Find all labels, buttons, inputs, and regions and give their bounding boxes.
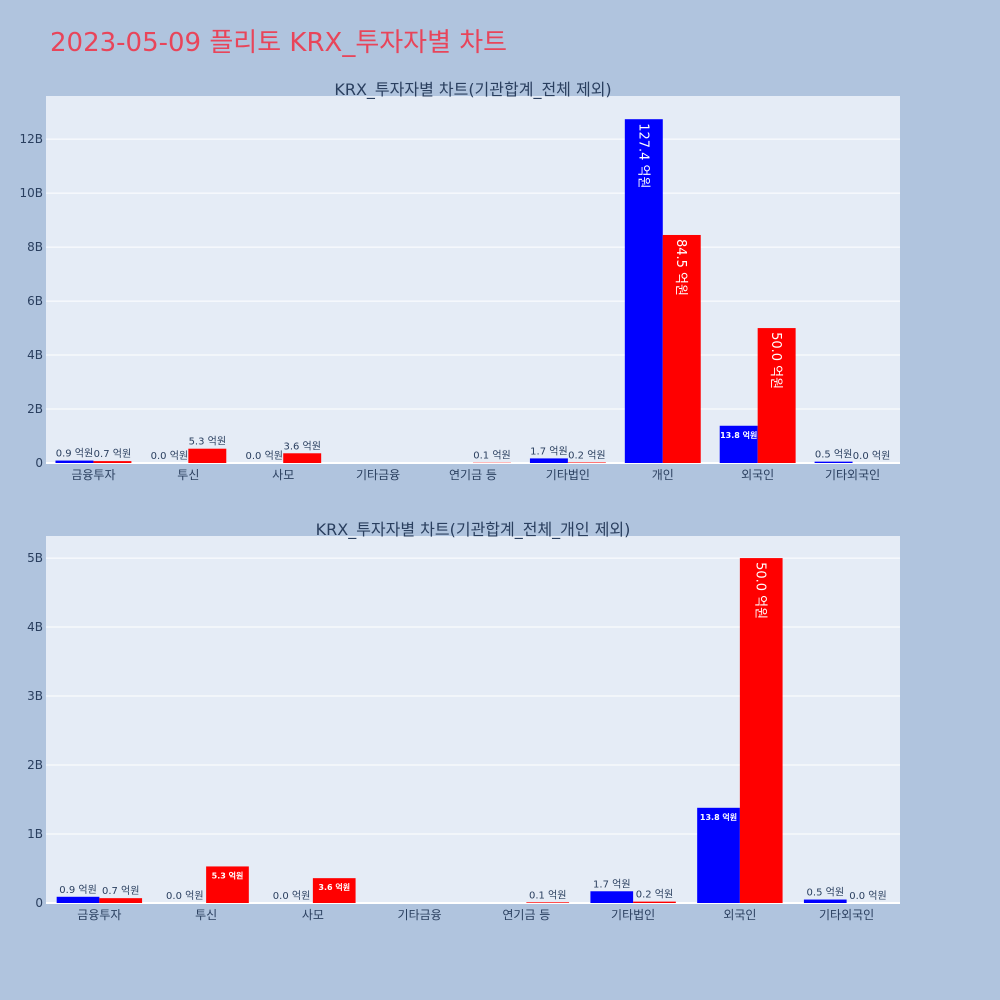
bar[interactable] — [283, 453, 322, 463]
x-tick-label: 기타법인 — [611, 908, 655, 922]
x-tick-label: 기타법인 — [546, 468, 590, 482]
bar-value-label: 5.3 억원 — [212, 870, 244, 880]
x-tick-label: 개인 — [652, 468, 674, 482]
x-tick-label: 투신 — [177, 468, 199, 482]
bar[interactable] — [188, 448, 227, 463]
y-tick-label: 8B — [27, 240, 43, 254]
chart-bottom: KRX_투자자별 차트(기관합계_전체_개인 제외) 0 1B 2B 3B 4B 5B 금융투… — [27, 520, 900, 922]
x-tick-label: 기타금융 — [356, 468, 400, 482]
bar-value-label: 0.0 억원 — [151, 450, 188, 462]
bar[interactable] — [697, 807, 740, 903]
bar[interactable] — [662, 234, 701, 463]
bar-value-label: 0.2 억원 — [636, 889, 673, 901]
bar[interactable] — [206, 866, 249, 903]
bar[interactable] — [814, 461, 853, 463]
bar[interactable] — [719, 425, 758, 463]
chart-top: KRX_투자자별 차트(기관합계_전체 제외) 0 2B 4B 6B 8B 10B 12B 금융… — [19, 80, 900, 482]
bar-value-label: 0.5 억원 — [807, 887, 844, 899]
chart-title: KRX_투자자별 차트(기관합계_전체_개인 제외) — [316, 520, 631, 540]
y-tick-label: 6B — [27, 294, 43, 308]
bar-value-label: 0.1 억원 — [473, 450, 510, 462]
bar-value-label: 50.0 억원 — [753, 562, 768, 619]
x-tick-label: 연기금 등 — [502, 908, 550, 922]
bar[interactable] — [99, 898, 143, 903]
bar-value-label: 50.0 억원 — [768, 332, 783, 389]
x-tick-label: 사모 — [302, 908, 324, 922]
y-tick-label: 2B — [27, 758, 43, 772]
bar-value-label: 0.9 억원 — [56, 448, 93, 460]
bar-value-label: 0.7 억원 — [102, 885, 139, 897]
bar-value-label: 13.8 억원 — [700, 812, 737, 822]
y-tick-label: 4B — [27, 348, 43, 362]
y-tick-label: 2B — [27, 402, 43, 416]
x-tick-label: 기타외국인 — [819, 908, 874, 922]
bar-value-label: 0.0 억원 — [273, 890, 310, 902]
bar-value-label: 0.2 억원 — [568, 449, 605, 461]
bar-value-label: 0.0 억원 — [849, 890, 886, 902]
bar[interactable] — [56, 896, 100, 903]
bar[interactable] — [590, 891, 634, 903]
y-tick-label: 4B — [27, 620, 43, 634]
bar-value-label: 3.6 억원 — [318, 882, 350, 892]
bar[interactable] — [312, 878, 356, 903]
bar[interactable] — [55, 460, 94, 463]
bar[interactable] — [93, 461, 132, 463]
chart-title: KRX_투자자별 차트(기관합계_전체 제외) — [334, 80, 611, 100]
y-tick-label: 3B — [27, 689, 43, 703]
bar[interactable] — [624, 119, 663, 464]
bar-value-label: 0.9 억원 — [59, 884, 96, 896]
bar-value-label: 1.7 억원 — [593, 878, 630, 890]
bar-value-label: 0.0 억원 — [853, 450, 890, 462]
bar[interactable] — [757, 328, 796, 463]
bar[interactable] — [803, 899, 847, 903]
x-tick-label: 기타외국인 — [825, 468, 880, 482]
bar-value-label: 127.4 억원 — [635, 123, 650, 188]
bar-value-label: 84.5 억원 — [673, 239, 688, 296]
bar-value-label: 0.1 억원 — [529, 889, 566, 901]
bar-value-label: 0.5 억원 — [815, 449, 852, 461]
x-tick-label: 외국인 — [741, 468, 774, 482]
y-tick-label: 10B — [19, 186, 43, 200]
x-tick-label: 사모 — [272, 468, 294, 482]
y-tick-label: 12B — [19, 132, 43, 146]
x-tick-label: 투신 — [195, 908, 217, 922]
x-tick-label: 금융투자 — [71, 468, 115, 482]
bar-value-label: 5.3 억원 — [189, 436, 226, 448]
y-tick-label: 0 — [35, 456, 43, 470]
x-tick-label: 연기금 등 — [449, 468, 497, 482]
bar[interactable] — [739, 558, 783, 903]
y-tick-label: 1B — [27, 827, 43, 841]
y-tick-label: 5B — [27, 551, 43, 565]
bar-value-label: 1.7 억원 — [530, 445, 567, 457]
bar[interactable] — [633, 901, 676, 903]
bar[interactable] — [526, 902, 570, 903]
bar[interactable] — [567, 462, 606, 463]
bar-value-label: 0.0 억원 — [246, 450, 283, 462]
x-tick-label: 외국인 — [723, 908, 756, 922]
bar-value-label: 0.7 억원 — [94, 448, 131, 460]
x-tick-label: 기타금융 — [398, 908, 442, 922]
y-tick-label: 0 — [35, 896, 43, 910]
x-tick-label: 금융투자 — [77, 908, 121, 922]
page-title: 2023-05-09 플리토 KRX_투자자별 차트 — [50, 28, 508, 58]
bar-value-label: 0.0 억원 — [166, 890, 203, 902]
bar[interactable] — [529, 458, 568, 463]
bar-value-label: 3.6 억원 — [283, 440, 320, 452]
bar-value-label: 13.8 억원 — [720, 430, 757, 440]
